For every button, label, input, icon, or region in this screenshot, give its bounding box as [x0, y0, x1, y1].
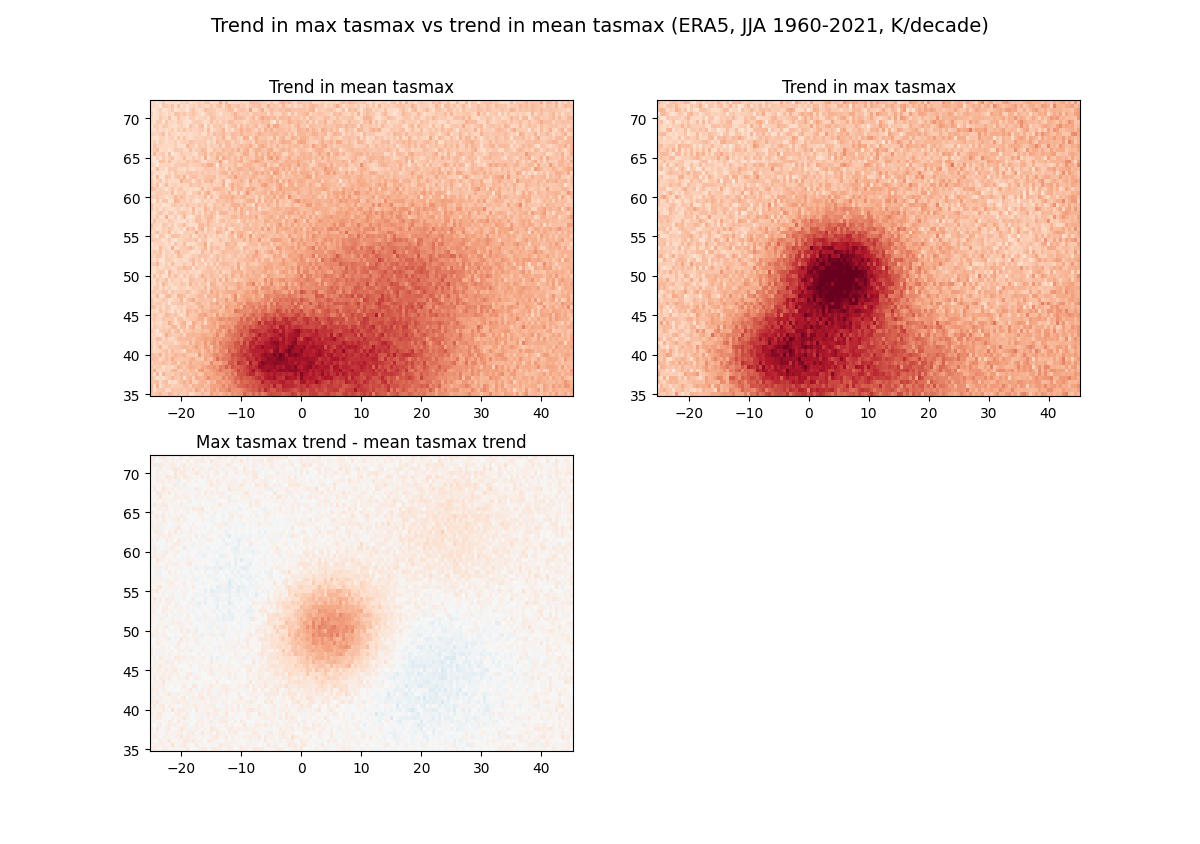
Text: Trend in max tasmax vs trend in mean tasmax (ERA5, JJA 1960-2021, K/decade): Trend in max tasmax vs trend in mean tas…: [211, 17, 989, 35]
Title: Trend in max tasmax: Trend in max tasmax: [781, 79, 955, 97]
Title: Max tasmax trend - mean tasmax trend: Max tasmax trend - mean tasmax trend: [196, 434, 527, 452]
Title: Trend in mean tasmax: Trend in mean tasmax: [269, 79, 454, 97]
